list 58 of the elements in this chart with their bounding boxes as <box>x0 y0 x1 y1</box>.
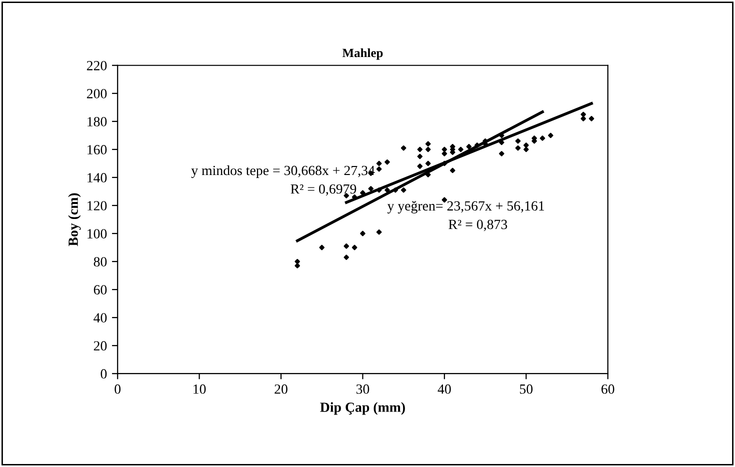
point <box>450 168 456 174</box>
point <box>498 150 504 156</box>
point <box>417 164 423 169</box>
y-tick-label: 80 <box>94 257 107 266</box>
point <box>425 146 431 152</box>
point <box>458 146 464 152</box>
point <box>515 145 521 151</box>
chart-title: Mahlep <box>342 48 383 60</box>
point <box>384 187 390 193</box>
annotation: R² = 0,873 <box>448 220 508 232</box>
point <box>294 263 300 268</box>
point <box>425 141 431 146</box>
y-tick-label: 100 <box>88 229 107 238</box>
point <box>515 138 521 144</box>
y-tick-label: 20 <box>94 341 107 351</box>
x-tick-label: 50 <box>520 384 533 394</box>
point <box>400 187 406 193</box>
y-axis-title: Boy (cm) <box>68 193 81 246</box>
point <box>360 230 366 236</box>
x-tick-label: 20 <box>274 384 288 394</box>
y-tick-label: 120 <box>88 201 107 210</box>
point <box>294 258 300 264</box>
point <box>417 154 423 160</box>
y-tick-label: 220 <box>86 60 107 70</box>
y-tick-label: 180 <box>88 117 107 126</box>
y-tick-label: 140 <box>88 173 107 182</box>
y-tick-label: 60 <box>94 285 107 294</box>
x-tick-label: 10 <box>194 384 206 394</box>
annotation: R² = 0,6979 <box>290 184 356 196</box>
point <box>548 132 554 138</box>
x-tick-label: 60 <box>601 384 614 394</box>
x-tick-label: 0 <box>114 384 121 394</box>
point <box>352 244 358 250</box>
point <box>523 142 529 148</box>
point <box>442 146 448 152</box>
point <box>466 144 472 150</box>
point <box>400 145 406 151</box>
point <box>417 146 423 152</box>
y-tick-label: 160 <box>88 145 107 154</box>
point <box>368 186 374 192</box>
x-tick-label: 40 <box>438 384 451 394</box>
point <box>588 116 594 122</box>
point <box>540 136 546 141</box>
x-tick-label: 30 <box>356 384 370 394</box>
point <box>344 243 350 249</box>
x-axis-title: Dip Çap (mm) <box>320 402 405 415</box>
point <box>344 254 350 260</box>
point <box>376 160 382 166</box>
y-tick-label: 0 <box>100 369 107 379</box>
point <box>425 160 431 166</box>
point <box>376 166 382 172</box>
point <box>384 159 390 165</box>
annotation: y yeğren= 23,567x + 56,161 <box>387 200 544 214</box>
point <box>523 146 529 152</box>
point <box>319 244 325 250</box>
point <box>376 229 382 235</box>
y-tick-label: 200 <box>86 88 107 98</box>
y-tick-label: 40 <box>94 313 107 323</box>
